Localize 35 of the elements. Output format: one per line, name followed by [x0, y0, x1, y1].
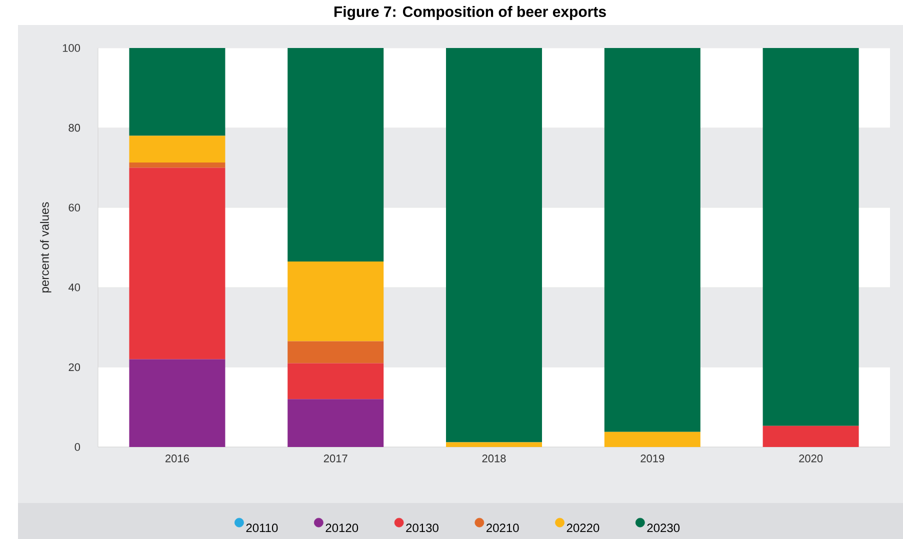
bar	[129, 162, 226, 168]
y-tick-label: 0	[74, 443, 80, 451]
bar	[288, 261, 384, 342]
legend-label: 20230	[647, 524, 680, 532]
bar	[446, 48, 542, 442]
y-tick-label: 20	[68, 363, 80, 372]
chart-title: Figure 7: Composition of beer exports	[334, 6, 606, 20]
y-tick-label: 80	[68, 124, 80, 132]
legend-label: 20120	[326, 524, 358, 532]
bar	[129, 359, 226, 448]
x-tick-label: 2017	[324, 454, 348, 462]
x-tick-label: 2016	[166, 454, 189, 462]
legend-label: 20130	[406, 524, 438, 532]
y-tick-label: 40	[68, 284, 80, 292]
bar	[288, 363, 384, 400]
y-tick-label: 100	[62, 44, 80, 52]
legend-label: 20110	[246, 524, 278, 532]
bar	[129, 136, 226, 163]
x-tick-label: 2019	[640, 454, 664, 462]
bar	[604, 48, 700, 432]
y-axis-title: percent of values	[40, 202, 52, 292]
bar	[762, 426, 859, 448]
bar	[288, 341, 384, 364]
y-tick-label: 60	[68, 204, 80, 212]
bar	[288, 399, 384, 448]
x-tick-label: 2020	[799, 454, 823, 462]
legend-label: 20220	[566, 524, 600, 532]
bar	[604, 432, 700, 448]
bar	[129, 48, 226, 136]
x-tick-label: 2018	[482, 454, 506, 462]
bar	[762, 48, 859, 426]
bar	[288, 48, 384, 262]
bar	[446, 442, 542, 448]
legend-label: 20210	[486, 524, 519, 532]
bar	[129, 168, 226, 360]
